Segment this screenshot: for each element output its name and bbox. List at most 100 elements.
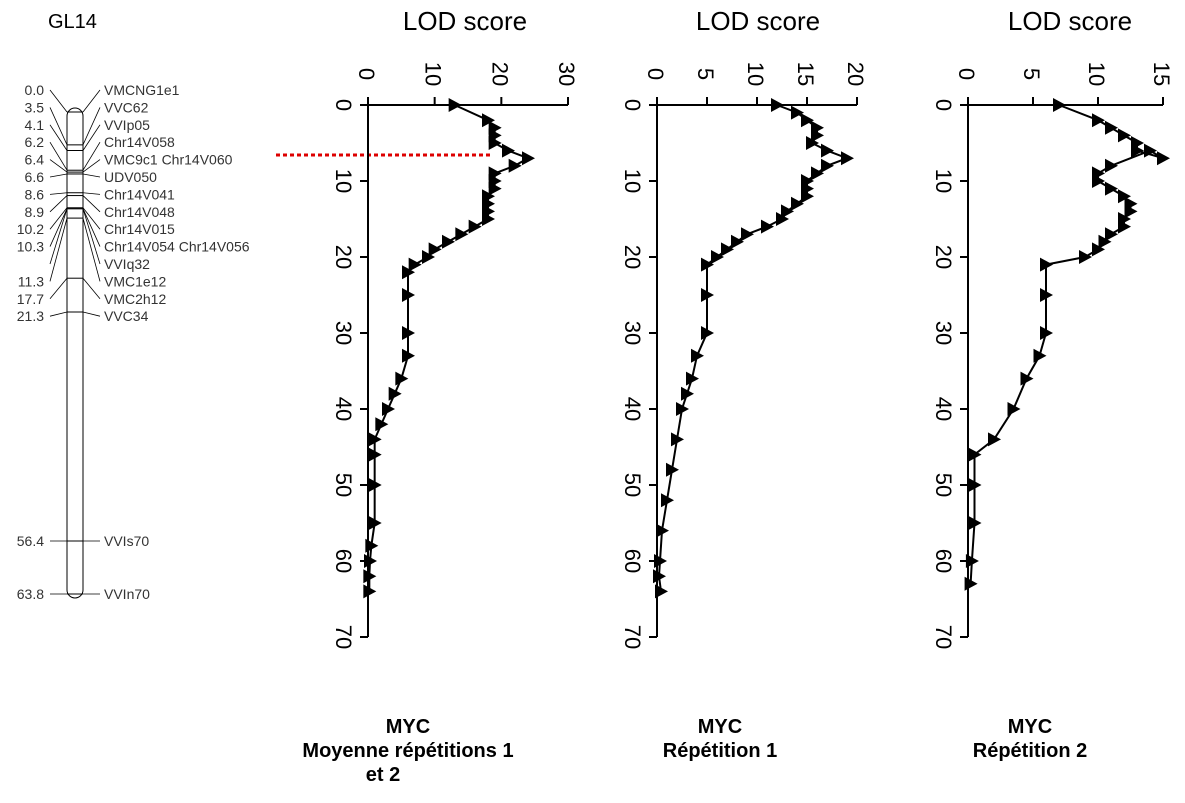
marker-connector-left — [49, 207, 68, 230]
panel-1-data-point — [388, 386, 402, 401]
marker-position: 8.9 — [25, 204, 45, 220]
panel-1-y-tick-label: 0 — [331, 99, 356, 111]
panel-3-x-tick-label: 15 — [1149, 62, 1174, 86]
panel-3-data-point — [1118, 189, 1131, 204]
panel-1-data-point — [482, 113, 495, 128]
panel-2-x-tick-label: 20 — [843, 62, 868, 86]
panel-2-data-point — [686, 371, 699, 386]
panel-3-x-tick-label: 5 — [1019, 68, 1044, 80]
marker-connector-right — [82, 124, 101, 151]
panel-1-title: LOD score — [403, 6, 527, 36]
marker-name: Chr14V058 — [104, 134, 175, 150]
panel-1-lod-curve — [368, 104, 531, 592]
panel-3-x-tick-label: 0 — [954, 68, 979, 80]
panel-3-data-point — [968, 447, 982, 462]
marker-connector-right — [82, 173, 101, 178]
caption-panel-2-line-1: MYC — [697, 716, 743, 738]
panel-2-y-tick-label: 50 — [620, 473, 645, 497]
panel-1-y-tick-label: 10 — [331, 169, 356, 193]
panel-3-data-point — [1020, 371, 1034, 386]
panel-3-data-point — [1144, 143, 1157, 158]
panel-1-x-tick-label: 10 — [421, 62, 446, 86]
marker-position: 6.2 — [25, 134, 45, 150]
panel-2-x-tick-label: 5 — [693, 68, 718, 80]
marker-connector-left — [49, 159, 68, 173]
panel-2-data-point — [671, 432, 684, 447]
panel-3-data-point — [1131, 143, 1144, 158]
marker-connector-right — [82, 159, 101, 173]
marker-name: UDV050 — [104, 169, 157, 185]
panel-2-data-point — [791, 196, 804, 211]
marker-position: 4.1 — [25, 117, 45, 133]
panel-2-y-tick-label: 70 — [620, 625, 645, 649]
marker-connector-right — [82, 208, 101, 247]
marker-name: Chr14V041 — [104, 186, 175, 202]
marker-name: VVIp05 — [104, 117, 150, 133]
panel-3-data-point — [988, 432, 1001, 447]
panel-3-data-point — [1118, 219, 1131, 234]
panel-2-data-point — [821, 158, 834, 173]
panel-3-data-point — [1105, 120, 1118, 135]
panel-1-data-point — [468, 219, 482, 234]
panel-2-data-point — [761, 219, 774, 234]
panel-3-data-point — [1105, 227, 1118, 242]
panel-1-x-tick-label: 30 — [554, 62, 579, 86]
marker-connector-left — [49, 173, 68, 178]
marker-connector-left — [49, 192, 68, 195]
panel-1-data-point — [502, 143, 515, 158]
panel-3-data-point — [1105, 158, 1118, 173]
panel-2-y-tick-label: 60 — [620, 549, 645, 573]
panel-3-data-point — [1040, 288, 1053, 302]
panel-2-data-point — [661, 493, 674, 508]
panel-3-data-point — [1105, 181, 1118, 196]
panel-3-data-point — [968, 516, 982, 530]
panel-2-data-point — [721, 242, 734, 257]
marker-connector-right — [82, 192, 101, 195]
marker-connector-right — [82, 277, 101, 300]
panel-3-data-point — [1079, 250, 1092, 264]
marker-name: VVC62 — [104, 99, 149, 115]
panel-2-y-tick-label: 0 — [620, 99, 645, 111]
marker-connector-right — [82, 107, 101, 146]
caption-panel-1: MYC Moyenne répétitions 1 et 2 — [258, 715, 558, 787]
panel-3-x-tick-label: 10 — [1084, 62, 1109, 86]
panel-1-data-point — [402, 348, 415, 363]
panel-3-title: LOD score — [1008, 6, 1132, 36]
panel-1-data-point — [428, 242, 442, 257]
panel-1-data-point — [368, 432, 382, 447]
marker-position: 3.5 — [25, 99, 45, 115]
panel-2-data-point — [776, 212, 789, 226]
panel-2-data-point — [691, 348, 704, 363]
caption-panel-2-line-2: Répétition 1 — [662, 740, 778, 762]
marker-connector-right — [82, 217, 101, 282]
panel-2-data-point — [731, 234, 744, 249]
panel-2-data-point — [771, 98, 784, 112]
panel-3-data-point — [1124, 204, 1138, 219]
panel-2-data-point — [711, 250, 724, 264]
panel-1-data-point — [508, 158, 522, 173]
marker-position: 63.8 — [17, 586, 44, 602]
marker-connector-left — [49, 208, 68, 265]
panel-2-data-point — [821, 143, 834, 158]
panel-2-data-point — [741, 227, 754, 242]
marker-name: VVIq32 — [104, 256, 150, 272]
panel-2-data-point — [676, 402, 689, 416]
panel-2-y-tick-label: 40 — [620, 397, 645, 421]
marker-connector-right — [82, 141, 101, 171]
panel-3-data-point — [965, 554, 979, 568]
marker-name: VVC34 — [104, 308, 149, 324]
panel-2-y-tick-label: 20 — [620, 245, 645, 269]
panel-2-title: LOD score — [696, 6, 820, 36]
marker-connector-left — [49, 311, 68, 317]
panel-1-x-tick-label: 0 — [354, 68, 379, 80]
panel-3-data-point — [1007, 402, 1021, 416]
panel-2-data-point — [701, 288, 714, 302]
panel-3-data-point — [1118, 128, 1131, 143]
panel-3-y-tick-label: 70 — [931, 625, 956, 649]
linkage-group-title: GL14 — [48, 11, 97, 33]
panel-3-y-tick-label: 40 — [931, 397, 956, 421]
panel-2-data-point — [681, 386, 694, 401]
panel-1-data-point — [363, 569, 377, 584]
